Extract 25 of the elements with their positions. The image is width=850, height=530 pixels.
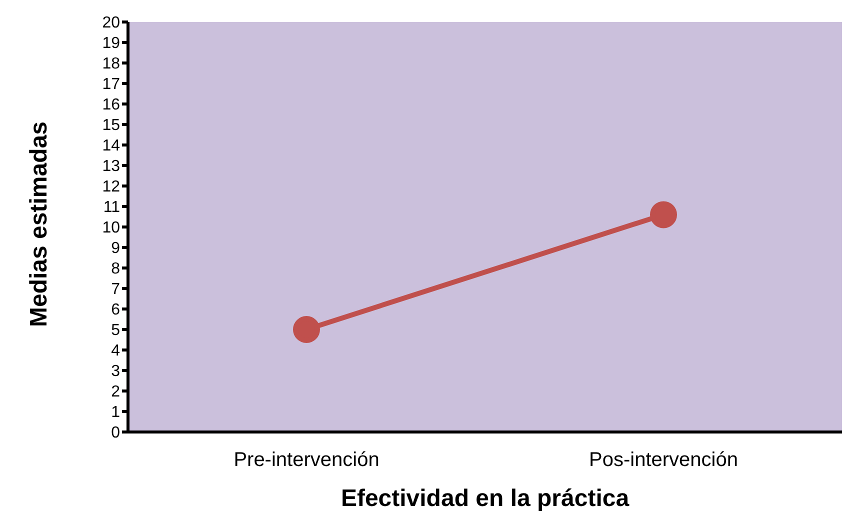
- y-tick-label: 3: [111, 363, 120, 380]
- x-tick-label: Pre-intervención: [234, 449, 380, 472]
- y-axis-title: Medias estimadas: [26, 122, 53, 327]
- y-tick-label: 15: [102, 117, 120, 134]
- y-tick-label: 0: [111, 424, 120, 442]
- y-tick-label: 10: [102, 220, 120, 237]
- y-tick-label: 2: [111, 384, 120, 401]
- y-tick-label: 18: [102, 56, 120, 73]
- y-tick-label: 9: [111, 240, 120, 258]
- y-tick-label: 13: [102, 158, 120, 176]
- x-tick-label: Pos-intervención: [589, 449, 738, 472]
- y-tick-label: 20: [102, 14, 120, 32]
- y-tick-label: 1: [111, 404, 120, 422]
- y-tick-label: 5: [111, 322, 120, 340]
- y-tick-label: 14: [102, 138, 120, 155]
- y-tick-label: 17: [102, 76, 120, 94]
- y-tick-label: 16: [102, 96, 120, 114]
- x-axis-title: Efectividad en la práctica: [340, 485, 630, 512]
- y-tick-label: 8: [111, 260, 120, 278]
- y-tick-label: 6: [111, 302, 120, 319]
- y-tick-label: 11: [103, 199, 120, 216]
- y-tick-label: 4: [111, 342, 120, 360]
- y-tick-label: 12: [102, 178, 120, 196]
- y-tick-label: 7: [111, 281, 120, 298]
- y-tick-label: 19: [102, 35, 120, 52]
